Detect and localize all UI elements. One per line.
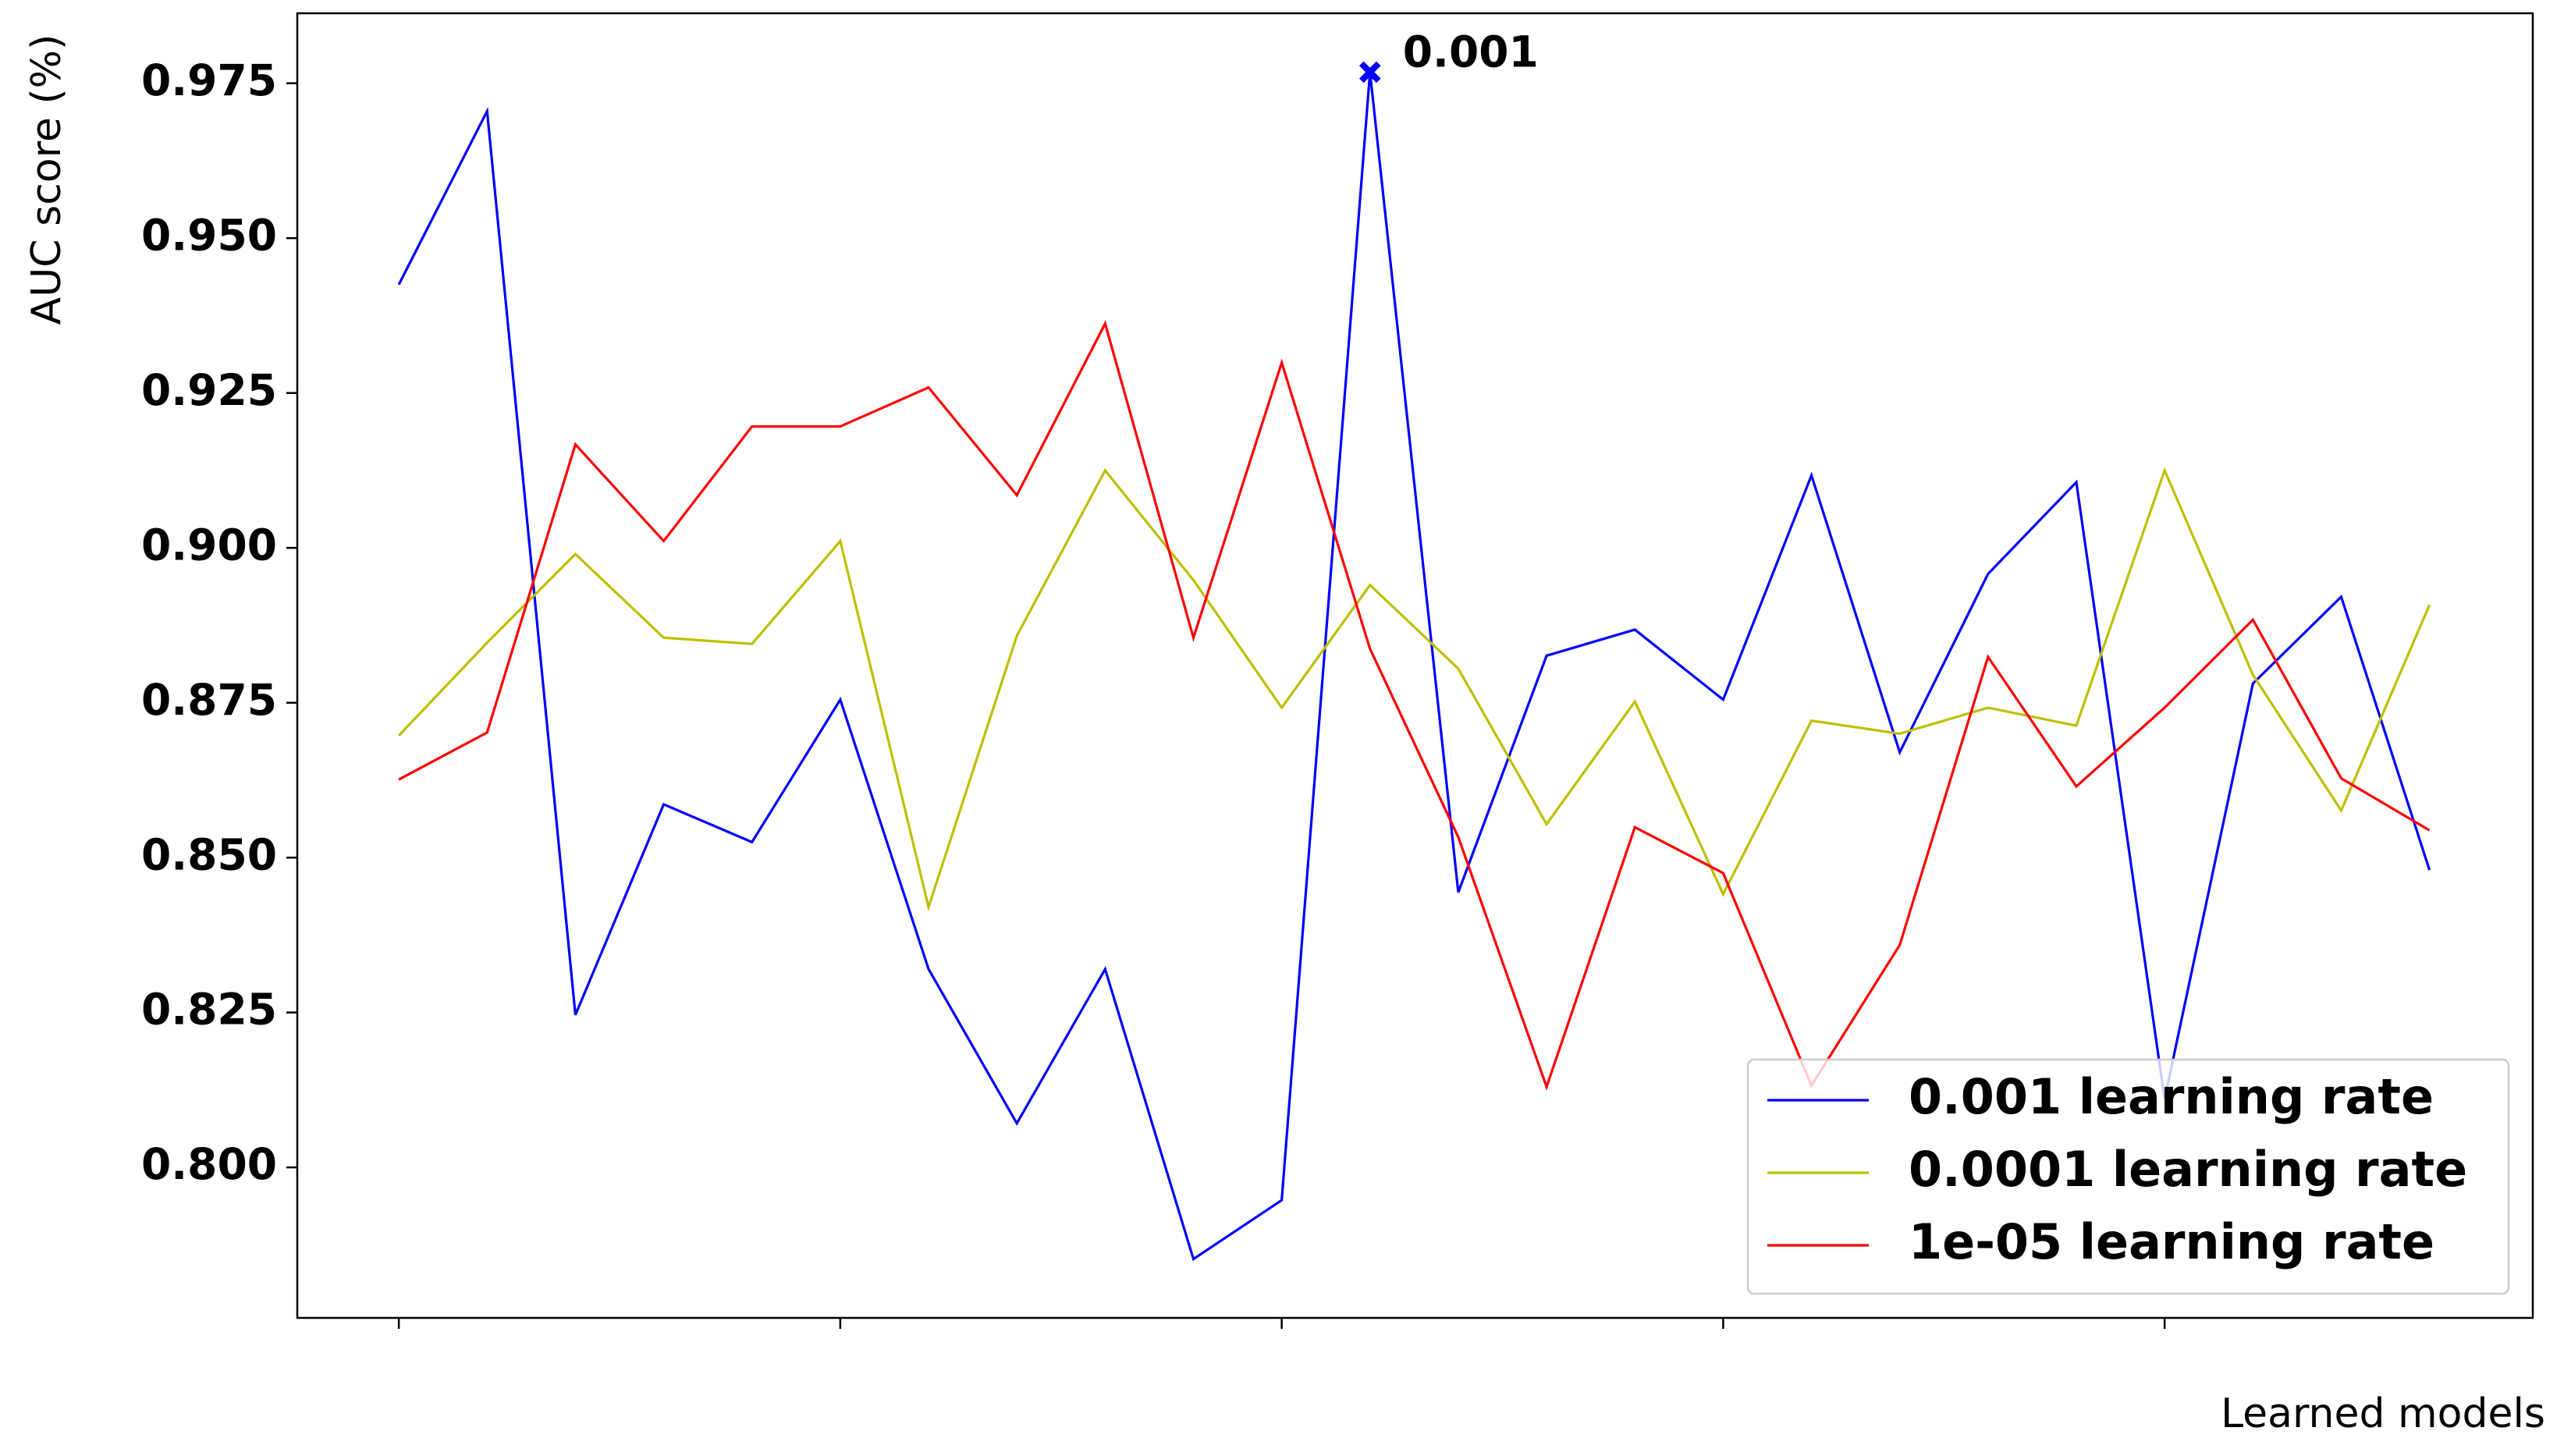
y-tick-label: 0.825 — [141, 985, 277, 1035]
legend-label: 0.0001 learning rate — [1909, 1141, 2467, 1198]
series-line — [397, 467, 2431, 912]
legend-box — [1746, 1058, 2510, 1295]
y-tick-label: 0.800 — [141, 1139, 277, 1189]
y-tick-label: 0.975 — [141, 55, 277, 105]
y-tick-label: 0.875 — [141, 675, 277, 725]
series-line — [398, 320, 2431, 1091]
annotation: 0.001 — [1403, 27, 1539, 77]
x-axis-label: Learned models — [2221, 1390, 2545, 1437]
plot-area — [296, 12, 2534, 1319]
y-tick-label: 0.900 — [141, 520, 277, 570]
y-tick-label: 0.925 — [141, 365, 277, 415]
series-line — [397, 72, 2431, 1262]
y-tick-label: 0.950 — [141, 210, 277, 260]
legend-label: 1e-05 learning rate — [1909, 1213, 2434, 1270]
legend-label: 0.001 learning rate — [1909, 1068, 2434, 1125]
annotation-marker — [1358, 61, 1381, 83]
y-axis-label: AUC score (%) — [23, 34, 70, 325]
y-tick-label: 0.850 — [141, 829, 277, 879]
